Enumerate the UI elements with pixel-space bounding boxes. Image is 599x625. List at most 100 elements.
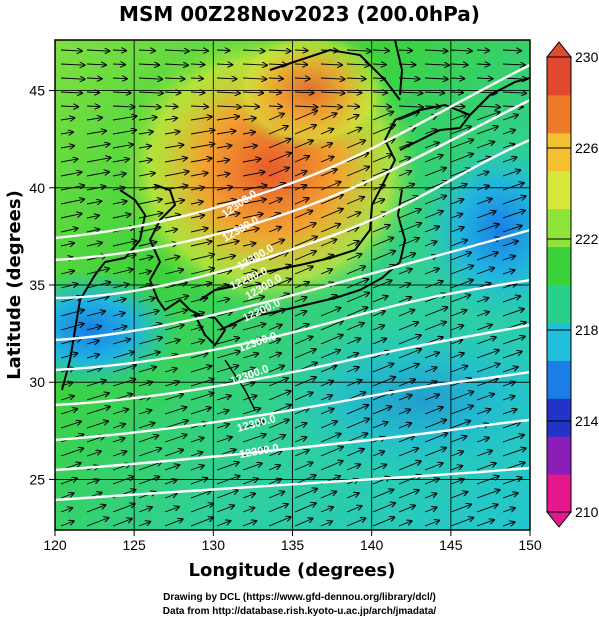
wind-arrow (450, 406, 473, 415)
wind-arrow (450, 266, 473, 275)
wind-arrow (112, 92, 131, 93)
wind-arrow (190, 255, 214, 261)
wind-arrow (502, 493, 518, 499)
wind-arrow (242, 146, 257, 148)
wind-arrow (190, 283, 211, 289)
wind-arrow (268, 265, 291, 275)
wind-arrow (138, 242, 156, 247)
wind-arrow (138, 298, 155, 303)
wind-arrow (216, 106, 241, 107)
wind-arrow (294, 211, 312, 219)
wind-arrow (268, 199, 282, 205)
wind-arrow (242, 521, 256, 527)
wind-arrow (60, 78, 85, 79)
wind-arrow (450, 154, 473, 163)
wind-arrow (216, 241, 239, 247)
wind-arrow (502, 352, 522, 359)
wind-arrow (268, 213, 280, 219)
wind-arrow (476, 350, 499, 359)
colorbar-segment (547, 360, 571, 399)
wind-arrow (476, 476, 499, 485)
wind-arrow (502, 211, 525, 219)
wind-arrow (242, 185, 266, 191)
wind-arrow (346, 367, 359, 373)
wind-arrow (242, 324, 265, 331)
wind-arrow (320, 239, 336, 247)
wind-arrow (424, 227, 439, 233)
wind-arrow (476, 50, 489, 51)
wind-arrow (216, 256, 235, 261)
wind-arrow (476, 142, 494, 149)
wind-arrow (60, 92, 82, 93)
x-tick-label: 140 (360, 537, 384, 553)
wind-arrow (60, 448, 83, 457)
wind-arrow (190, 187, 204, 190)
wind-arrow (60, 284, 77, 289)
wind-arrow (138, 132, 153, 134)
wind-arrow (372, 106, 391, 107)
wind-arrow (216, 325, 236, 331)
y-tick-label: 30 (29, 374, 45, 390)
wind-arrow (398, 253, 415, 261)
wind-arrow (138, 382, 152, 387)
wind-arrow (294, 437, 306, 443)
wind-arrow (138, 106, 161, 107)
wind-arrow (424, 353, 439, 359)
wind-arrow (320, 492, 336, 499)
wind-arrow (294, 106, 317, 107)
wind-arrow (372, 125, 395, 135)
wind-arrow (86, 341, 99, 344)
wind-arrow (112, 144, 133, 149)
x-tick-label: 130 (202, 537, 226, 553)
wind-arrow (86, 296, 109, 303)
contour-line (55, 228, 530, 342)
wind-arrow (424, 78, 448, 79)
colorbar-tick-label: 222 (575, 231, 599, 247)
wind-arrow (112, 477, 134, 485)
wind-arrow (502, 115, 518, 121)
wind-arrow (138, 50, 155, 51)
wind-arrow (346, 307, 367, 317)
wind-arrow (216, 490, 238, 499)
wind-arrow (60, 382, 72, 386)
contour-line (55, 138, 530, 300)
wind-arrow (502, 170, 520, 177)
wind-arrow (372, 185, 385, 191)
wind-arrow (346, 380, 361, 387)
wind-arrow (216, 160, 229, 162)
colorbar-max-arrow (545, 41, 573, 58)
wind-arrow (320, 209, 343, 219)
wind-arrow (60, 271, 74, 274)
wind-arrow (242, 382, 255, 386)
wind-arrow (450, 227, 464, 233)
wind-arrow (502, 226, 522, 233)
wind-arrow (242, 434, 266, 443)
wind-arrow (60, 508, 72, 513)
wind-arrow (216, 116, 239, 121)
wind-arrow (112, 255, 136, 261)
wind-arrow (242, 463, 262, 471)
wind-arrow (372, 50, 389, 51)
wind-arrow (502, 448, 526, 457)
wind-arrow (294, 198, 309, 205)
wind-arrow (294, 50, 307, 51)
wind-arrow (268, 492, 284, 499)
colorbar-min-arrow (545, 511, 573, 528)
wind-arrow (398, 310, 414, 317)
wind-arrow (476, 312, 489, 317)
wind-arrow (502, 50, 521, 51)
wind-arrow (60, 409, 77, 415)
wind-arrow (294, 349, 316, 359)
credit-drawing: Drawing by DCL (https://www.gfd-dennou.o… (163, 592, 436, 603)
wind-arrow (320, 78, 345, 79)
wind-arrow (450, 140, 473, 149)
wind-arrow (476, 112, 500, 121)
wind-arrow (502, 396, 515, 400)
wind-arrow (294, 297, 306, 303)
wind-arrow (450, 451, 463, 457)
wind-arrow (320, 129, 333, 135)
wind-arrow (372, 64, 386, 65)
wind-arrow (450, 392, 473, 401)
wind-arrow (190, 106, 208, 107)
wind-arrow (190, 353, 207, 359)
